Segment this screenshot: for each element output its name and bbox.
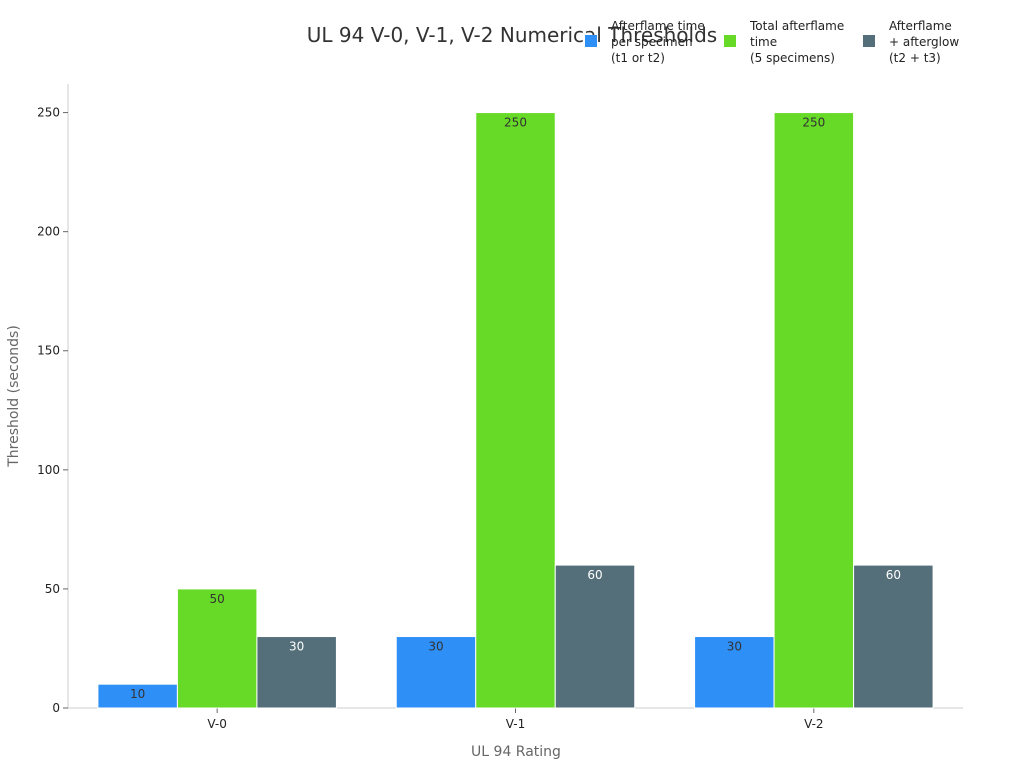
- bar: [773, 112, 855, 709]
- bar: [554, 564, 636, 709]
- legend: Afterflame time per specimen (t1 or t2) Tot…: [585, 19, 959, 65]
- bar: [694, 636, 775, 709]
- bar-value-label: 30: [428, 640, 443, 654]
- bar-value-label: 50: [210, 592, 225, 606]
- bar-value-label: 250: [504, 116, 527, 130]
- bar-value-label: 10: [130, 687, 145, 701]
- bar-value-label: 250: [802, 116, 825, 130]
- x-tick-label: V-1: [506, 717, 525, 731]
- legend-item: Afterflame + afterglow (t2 + t3): [863, 19, 959, 65]
- bar: [475, 112, 556, 709]
- x-axis-label: UL 94 Rating: [471, 744, 561, 760]
- legend-label: Afterflame time per specimen (t1 or t2): [611, 19, 705, 65]
- x-tick-label: V-0: [207, 717, 226, 731]
- x-axis-ticks: V-0 V-1 V-2: [207, 708, 824, 731]
- legend-item: Afterflame time per specimen (t1 or t2): [585, 19, 705, 65]
- y-axis-label: Threshold (seconds): [6, 325, 22, 468]
- bars: 10 50 30 30 250 60 30 250 60: [97, 112, 934, 709]
- y-tick-label: 200: [37, 225, 60, 239]
- bar: [853, 564, 934, 709]
- legend-item: Total afterflame time (5 specimens): [724, 19, 844, 65]
- chart-title: UL 94 V-0, V-1, V-2 Numerical Thresholds: [307, 23, 717, 47]
- bar: [395, 636, 477, 709]
- legend-label: Afterflame + afterglow (t2 + t3): [889, 19, 959, 65]
- legend-swatch: [863, 35, 875, 47]
- bar: [256, 636, 337, 709]
- bar: [176, 588, 258, 709]
- legend-swatch: [585, 35, 597, 47]
- legend-swatch: [724, 35, 736, 47]
- y-tick-label: 100: [37, 463, 60, 477]
- y-axis-ticks: 0 50 100 150 200 250: [37, 106, 68, 715]
- bar-value-label: 30: [727, 640, 742, 654]
- legend-label: Total afterflame time (5 specimens): [749, 19, 844, 65]
- y-tick-label: 50: [45, 582, 60, 596]
- bar-value-label: 60: [587, 568, 602, 582]
- y-tick-label: 0: [52, 701, 60, 715]
- y-tick-label: 150: [37, 344, 60, 358]
- bar-value-label: 60: [886, 568, 901, 582]
- y-tick-label: 250: [37, 106, 60, 120]
- bar-value-label: 30: [289, 640, 304, 654]
- x-tick-label: V-2: [804, 717, 823, 731]
